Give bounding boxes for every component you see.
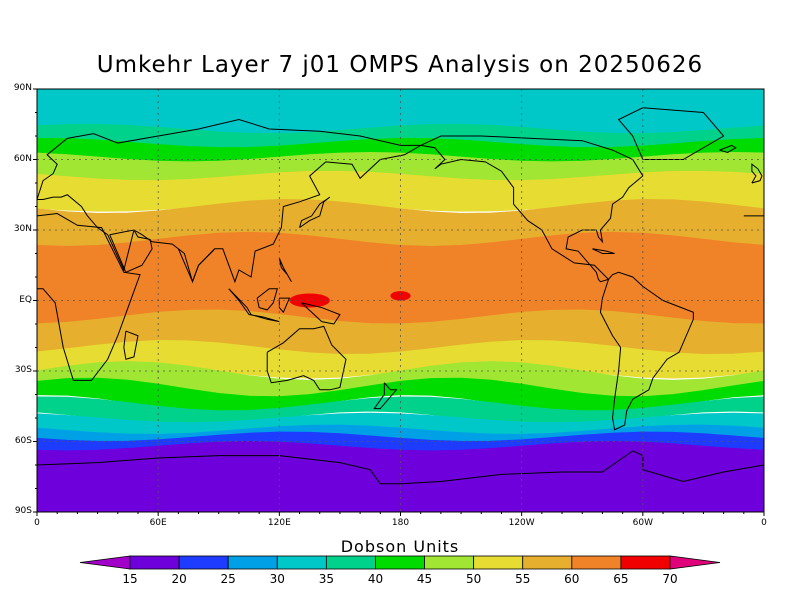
coastline	[592, 248, 615, 254]
map-title: Umkehr Layer 7 j01 OMPS Analysis on 2025…	[96, 52, 704, 78]
colorbar-segment	[473, 555, 524, 570]
coastline	[299, 196, 331, 229]
coastline	[301, 302, 341, 325]
latitude-label: 30S	[14, 365, 32, 375]
longitude-label: 60W	[632, 518, 653, 528]
coastline	[751, 163, 763, 184]
longitude-label: 60E	[149, 518, 167, 528]
coastline	[256, 288, 278, 311]
axis-ticks	[33, 88, 765, 516]
colorbar-level-label: 25	[220, 572, 236, 586]
colorbar-segment	[424, 555, 475, 570]
colorbar-segment	[178, 555, 229, 570]
colorbar-level-label: 45	[416, 572, 433, 586]
colorbar-segment	[620, 555, 671, 570]
longitude-label: 0	[34, 518, 40, 528]
longitude-label: 180	[391, 518, 410, 528]
coastlines	[37, 107, 764, 485]
coastline	[599, 271, 694, 431]
coastline	[373, 382, 398, 410]
colorbar-segment	[325, 555, 376, 570]
colorbar-level-label: 20	[171, 572, 187, 586]
latitude-label: 90S	[14, 506, 32, 516]
colorbar	[79, 555, 721, 570]
units-label: Dobson Units	[340, 537, 460, 556]
high-ozone-blob	[390, 291, 411, 301]
colorbar-level-label: 60	[564, 572, 580, 586]
latitude-label: EQ	[19, 294, 32, 305]
coastline	[278, 258, 292, 282]
coastline	[278, 297, 291, 314]
colorbar-level-label: 15	[122, 572, 138, 586]
coastline	[228, 288, 280, 323]
high-ozone-blobs	[289, 291, 411, 308]
colorbar-level-label: 55	[515, 572, 531, 586]
latitude-label: 30N	[13, 224, 32, 234]
colorbar-segment	[276, 555, 327, 570]
gridlines	[37, 89, 764, 512]
colorbar-level-label: 50	[465, 572, 482, 586]
colorbar-segment	[571, 555, 622, 570]
colorbar-segment	[227, 555, 278, 570]
colorbar-level-label: 35	[318, 572, 334, 586]
longitude-label: 0	[761, 518, 767, 528]
coastline	[420, 135, 644, 283]
high-ozone-blob	[289, 293, 330, 308]
coastline	[109, 229, 153, 273]
colorbar-arrow-low	[79, 555, 131, 570]
colorbar-level-label: 40	[367, 572, 384, 586]
latitude-label: 90N	[13, 83, 32, 93]
colorbar-segment	[522, 555, 573, 570]
colorbar-level-label: 30	[269, 572, 285, 586]
colorbar-level-label: 65	[613, 572, 629, 586]
colorbar-segment	[129, 555, 180, 570]
colorbar-segment	[375, 555, 425, 570]
ozone-band	[37, 440, 764, 512]
colorbar-arrow-high	[669, 555, 721, 570]
coastline	[177, 248, 216, 284]
coastline	[123, 330, 139, 360]
coastline	[719, 144, 737, 153]
longitude-label: 120E	[267, 518, 291, 528]
longitude-label: 120W	[508, 518, 535, 528]
coastline	[37, 119, 423, 284]
coastline	[266, 325, 347, 391]
latitude-label: 60N	[13, 153, 32, 164]
coastline	[37, 213, 141, 381]
latitude-label: 60S	[14, 435, 32, 446]
colorbar-level-label: 70	[662, 572, 678, 586]
coastline	[617, 107, 725, 160]
coastline	[37, 450, 764, 485]
